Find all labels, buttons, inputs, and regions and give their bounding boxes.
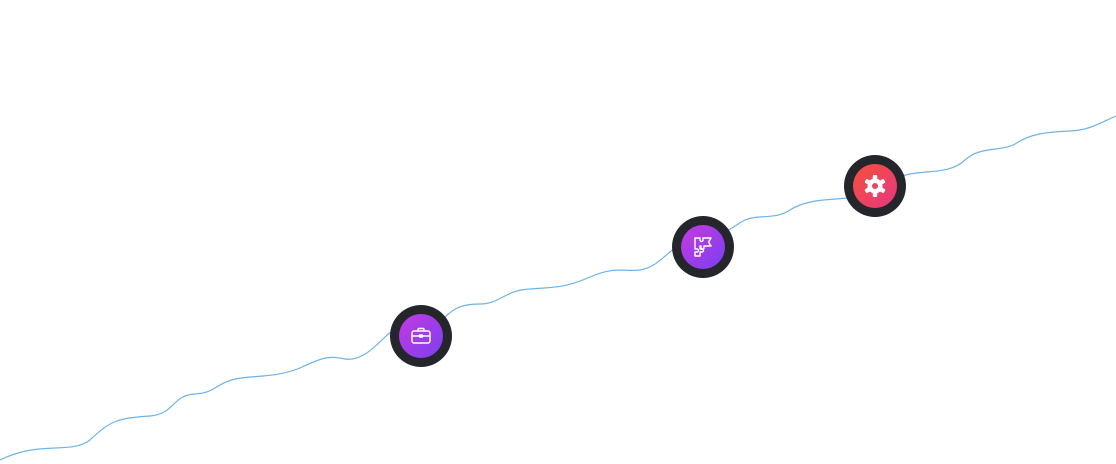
gear-node[interactable] xyxy=(844,155,906,217)
briefcase-node-inner xyxy=(399,314,443,358)
gear-node-inner xyxy=(853,164,897,208)
puzzle-icon xyxy=(694,237,712,257)
puzzle-node[interactable] xyxy=(672,216,734,278)
gear-icon xyxy=(864,175,886,197)
briefcase-node[interactable] xyxy=(390,305,452,367)
briefcase-icon xyxy=(411,327,431,344)
puzzle-node-inner xyxy=(681,225,725,269)
